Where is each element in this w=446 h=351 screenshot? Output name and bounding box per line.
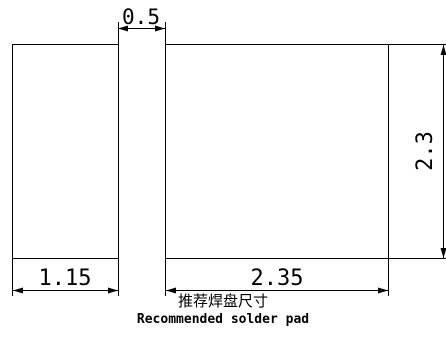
gap-label: 0.5	[122, 5, 160, 29]
left-pad	[12, 44, 119, 259]
caption-chinese: 推荐焊盘尺寸	[177, 292, 268, 310]
left-width-dimension	[12, 258, 119, 296]
right-width-dimension	[165, 258, 389, 296]
left-width-label: 1.15	[39, 266, 92, 291]
height-label: 2.3	[413, 131, 438, 171]
dimension-arrows	[13, 25, 446, 294]
right-width-label: 2.35	[251, 266, 304, 291]
height-dimension	[388, 44, 446, 259]
caption-english: Recommended solder pad	[136, 312, 310, 327]
right-pad	[165, 44, 389, 259]
